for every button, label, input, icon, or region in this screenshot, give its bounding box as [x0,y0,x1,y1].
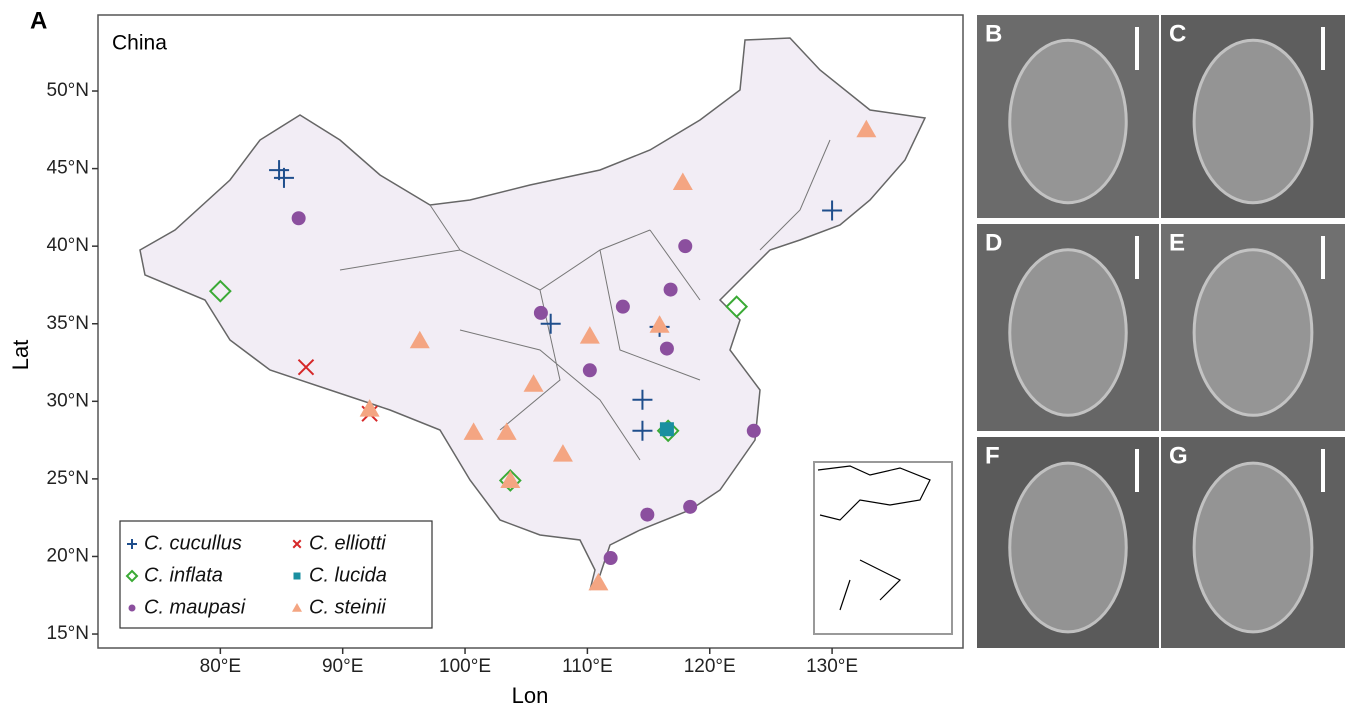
cell [1010,40,1126,202]
legend-label: C. cucullus [144,532,242,554]
marker [660,422,674,436]
y-tick-label: 20°N [47,545,89,566]
y-tick-label: 25°N [47,468,89,489]
marker [129,605,136,612]
marker [683,500,697,514]
marker [664,283,678,297]
x-tick-label: 80°E [200,656,241,677]
legend-label: C. lucida [309,564,387,586]
x-tick-label: 130°E [806,656,858,677]
y-tick-label: 50°N [47,80,89,101]
marker [616,300,630,314]
y-tick-label: 45°N [47,158,89,179]
marker [604,551,618,565]
cell [1194,40,1312,202]
y-tick-label: 35°N [47,313,89,334]
legend-label: C. maupasi [144,596,246,618]
panel-label: B [985,20,1002,47]
y-tick-label: 15°N [47,623,89,644]
map-land [140,38,925,590]
inset-frame [814,462,952,634]
x-tick-label: 100°E [439,656,491,677]
marker [747,424,761,438]
x-tick-label: 110°E [562,656,613,677]
x-tick-label: 90°E [322,656,363,677]
figure: A China Lon Lat 80°E 90°E 100°E 110°E 120°E 1… [0,0,1351,711]
panel-label: C [1169,20,1186,47]
x-axis-title: Lon [512,683,549,708]
region-label: China [112,32,167,55]
cell [1010,250,1126,416]
panel-label: A [30,7,47,34]
panel-label: F [985,442,1000,469]
marker [660,342,674,356]
marker [534,306,548,320]
y-axis-title: Lat [8,340,33,371]
marker [294,573,301,580]
marker [640,508,654,522]
panel-label: E [1169,229,1185,256]
cell [1194,250,1312,416]
marker [678,239,692,253]
panel-label: D [985,229,1002,256]
legend-label: C. steinii [309,596,386,618]
panel-label: G [1169,442,1188,469]
x-tick-label: 120°E [684,656,736,677]
marker [292,211,306,225]
legend-label: C. elliotti [309,532,386,554]
cell [1010,463,1126,632]
cell [1194,463,1312,632]
marker [583,363,597,377]
y-tick-label: 40°N [47,235,89,256]
legend-label: C. inflata [144,564,223,586]
y-tick-label: 30°N [47,390,89,411]
